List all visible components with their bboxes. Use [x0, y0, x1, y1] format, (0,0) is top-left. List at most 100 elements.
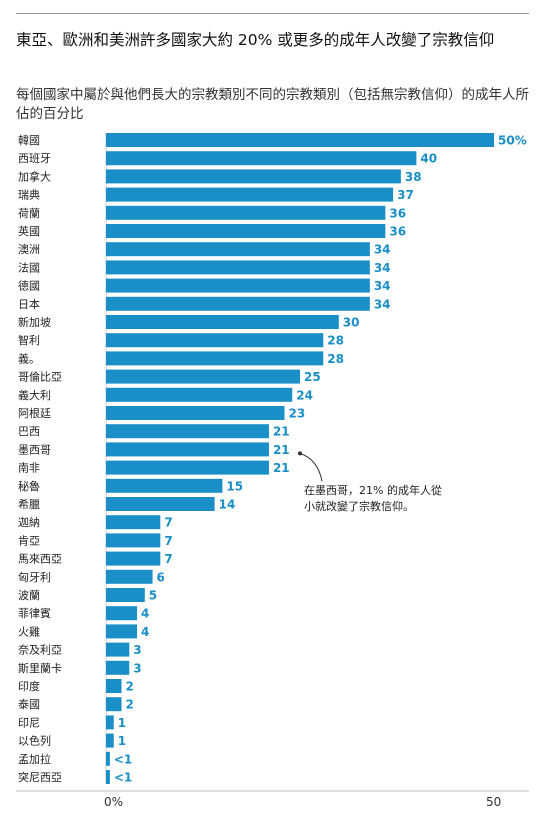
value-label: 25: [304, 370, 321, 384]
value-label: 21: [273, 461, 290, 475]
category-label: 日本: [18, 297, 40, 311]
bar: [106, 460, 269, 475]
annotation-dot: [298, 451, 302, 456]
category-label: 荷蘭: [18, 207, 40, 220]
bar: [106, 478, 223, 493]
category-label: 南非: [18, 462, 40, 475]
category-label: 哥倫比亞: [18, 370, 62, 384]
value-label: 38: [405, 170, 422, 184]
x-tick-label: 50: [486, 795, 501, 809]
bar: [106, 442, 269, 457]
category-label: 匈牙利: [18, 570, 51, 584]
value-label: 23: [288, 407, 305, 421]
value-label: <1: [114, 752, 132, 766]
bar: [106, 551, 161, 566]
category-label: 希臘: [18, 497, 40, 511]
bar: [106, 333, 324, 348]
value-label: 40: [420, 152, 437, 166]
annotation-pointer: [299, 452, 323, 482]
value-label: 28: [327, 352, 344, 366]
bar: [106, 260, 370, 275]
top-divider: [16, 13, 529, 14]
value-label: 4: [141, 625, 149, 639]
category-label: 墨西哥: [18, 443, 51, 456]
value-label: 2: [126, 698, 134, 712]
bar: [106, 751, 110, 766]
value-label: 28: [327, 334, 344, 348]
value-label: 34: [374, 261, 391, 275]
category-label: 斯里蘭卡: [18, 662, 62, 675]
category-label: 澳洲: [18, 243, 40, 256]
value-label: 21: [273, 425, 290, 439]
value-label: 2: [126, 680, 134, 694]
value-label: 30: [343, 316, 360, 330]
bar: [106, 242, 370, 257]
value-label: 21: [273, 443, 290, 457]
bar: [106, 224, 386, 238]
value-label: 36: [389, 225, 406, 239]
value-label: 3: [133, 661, 141, 675]
category-label: 迦納: [18, 516, 40, 529]
category-label: 火雞: [18, 624, 40, 638]
value-label: 4: [141, 607, 149, 621]
value-label: 37: [397, 188, 414, 202]
value-label: 7: [164, 516, 172, 530]
category-label: 新加坡: [18, 315, 51, 329]
bar: [106, 624, 138, 639]
value-label: 1: [118, 734, 126, 748]
category-label: 奈及利亞: [18, 643, 62, 657]
value-label: 34: [374, 279, 391, 293]
value-label: 3: [133, 643, 141, 657]
category-label: 泰國: [18, 697, 40, 711]
bar: [106, 588, 145, 602]
bar: [106, 697, 122, 712]
category-label: 突尼西亞: [18, 770, 62, 784]
category-label: 加拿大: [18, 169, 51, 183]
bar: [106, 679, 122, 693]
value-label: 36: [389, 206, 406, 220]
bar: [106, 606, 138, 621]
bar: [106, 151, 417, 166]
category-label: 印度: [18, 679, 40, 693]
value-label: 34: [374, 297, 391, 311]
bar: [106, 515, 161, 530]
value-label: 1: [118, 716, 126, 730]
category-label: 秘魯: [18, 479, 40, 493]
chart-title: 東亞、歐洲和美洲許多國家大約 20% 或更多的成年人改變了宗教信仰: [16, 31, 495, 49]
bar: [106, 278, 370, 293]
category-label: 以色列: [18, 734, 51, 748]
bar: [106, 296, 370, 311]
bar: [106, 133, 494, 147]
bar: [106, 369, 300, 384]
category-label: 義。: [18, 351, 40, 365]
bar: [106, 387, 293, 402]
value-label: 5: [149, 589, 157, 603]
category-label: 西班牙: [18, 152, 51, 165]
bar: [106, 424, 269, 439]
value-label: 34: [374, 243, 391, 257]
bar: [106, 497, 215, 511]
category-label: 巴西: [18, 425, 40, 438]
value-label: 15: [226, 479, 243, 493]
bar: [106, 351, 324, 366]
chart-subtitle: 每個國家中屬於與他們長大的宗教類別不同的宗教類別（包括無宗教信仰）的成年人所佔的…: [16, 87, 529, 122]
category-label: 智利: [18, 333, 40, 347]
value-label: 7: [164, 534, 172, 548]
category-label: 義大利: [18, 388, 51, 402]
category-label: 菲律賓: [18, 606, 51, 620]
bar: [106, 770, 110, 784]
bar: [106, 406, 285, 420]
value-label: 50%: [498, 134, 527, 148]
category-label: 印尼: [18, 716, 40, 729]
category-label: 阿根廷: [18, 406, 51, 420]
bar: [106, 569, 153, 584]
annotation-note: 在墨西哥，21% 的成年人從小就改變了宗教信仰。: [304, 484, 442, 513]
category-label: 英國: [18, 224, 40, 238]
category-label: 肯亞: [18, 534, 40, 547]
category-label: 韓國: [18, 134, 40, 147]
value-label: <1: [114, 771, 132, 785]
category-label: 德國: [18, 279, 40, 293]
bar: [106, 733, 114, 748]
bar: [106, 315, 339, 329]
